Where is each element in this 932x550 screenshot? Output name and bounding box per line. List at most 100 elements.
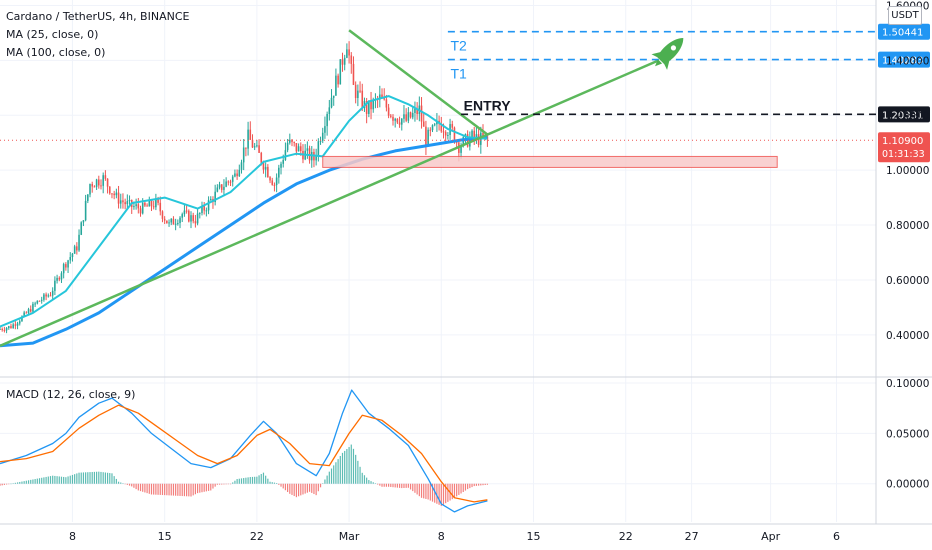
macd-histogram-bar	[106, 472, 109, 484]
macd-histogram-bar	[245, 477, 247, 484]
candle-body	[328, 107, 331, 114]
macd-histogram-bar	[104, 472, 106, 484]
macd-histogram-bar	[157, 483, 159, 495]
candle-body	[416, 108, 418, 115]
macd-histogram-bar	[475, 483, 478, 486]
candle-body	[396, 118, 399, 123]
macd-histogram-bar	[436, 483, 438, 504]
macd-histogram-bar	[1, 483, 3, 486]
t2-label: T2	[451, 38, 468, 54]
currency-unit-button[interactable]: USDT	[888, 6, 922, 25]
candle-body	[343, 57, 346, 65]
price-axis[interactable]: 1.50441 1.40283 1.20331 0.40000 0.60000 0.800…	[69, 0, 930, 543]
candle-body	[381, 94, 383, 99]
candle-body	[372, 99, 375, 110]
rocket-fin	[664, 58, 670, 70]
macd-histogram-bar	[47, 476, 49, 484]
macd-histogram-bar	[442, 483, 445, 505]
macd-histogram-bar	[203, 483, 205, 492]
candle-body	[65, 264, 67, 268]
macd-histogram-bar	[69, 475, 71, 484]
macd-histogram-bar	[308, 483, 311, 492]
candle-body	[161, 211, 164, 219]
macd-histogram-bar	[297, 483, 300, 497]
macd-histogram-bar	[269, 481, 271, 484]
macd-histogram-bar	[100, 471, 102, 484]
candle-body	[102, 175, 104, 186]
macd-histogram-bar	[306, 483, 308, 493]
candle-body	[368, 100, 370, 114]
candle-body	[100, 185, 102, 187]
macd-histogram-bar	[368, 480, 370, 484]
ascending-trendline[interactable]	[0, 59, 660, 347]
macd-histogram-bar	[60, 476, 63, 484]
macd-histogram-bar	[486, 483, 488, 485]
candle-body	[245, 147, 247, 149]
macd-histogram-bar	[405, 483, 407, 488]
candle-body	[216, 187, 219, 192]
macd-histogram-bar	[102, 472, 104, 484]
macd-histogram-bar	[383, 483, 385, 487]
candle-body	[194, 221, 197, 224]
macd-histogram-bar	[212, 483, 214, 489]
candle-body	[326, 113, 328, 127]
macd-histogram-bar	[293, 483, 295, 497]
candle-body	[473, 130, 476, 138]
candle-body	[295, 143, 298, 152]
chart-drawings[interactable]: T2 T1 ENTRY	[0, 29, 876, 347]
t1-label: T1	[451, 66, 468, 82]
candle-body	[286, 142, 289, 151]
macd-histogram-bar	[227, 483, 229, 485]
candle-body	[82, 220, 85, 223]
candle-body	[429, 129, 432, 131]
candlesticks	[0, 41, 489, 334]
candle-body	[38, 300, 41, 302]
candle-body	[403, 114, 405, 119]
macd-histogram-bar	[21, 481, 23, 484]
macd-histogram-bar	[52, 475, 54, 484]
candle-body	[433, 124, 436, 126]
macd-histogram-bar	[124, 483, 126, 485]
candle-body	[234, 173, 236, 177]
macd-histogram-bar	[273, 482, 276, 484]
macd-histogram-bar	[335, 462, 337, 484]
candle-body	[253, 146, 256, 148]
candle-body	[122, 200, 124, 203]
macd-histogram-bar	[117, 481, 120, 484]
candle-body	[108, 186, 111, 194]
descending-trendline[interactable]	[348, 29, 489, 136]
candle-body	[348, 49, 350, 56]
macd-histogram-bar	[126, 483, 128, 485]
candle-body	[411, 113, 414, 118]
price-tick-label: 1.40000	[886, 55, 929, 67]
macd-histogram-bar	[429, 483, 431, 501]
macd-histogram-bar	[150, 483, 153, 495]
macd-histogram-bar	[76, 473, 78, 484]
macd-histogram-bar	[258, 475, 260, 484]
candle-body	[352, 63, 355, 85]
entry-price-label-background	[878, 106, 930, 123]
macd-histogram-bar	[357, 460, 359, 484]
macd-histogram-bar	[390, 483, 392, 487]
candle-body	[422, 121, 425, 127]
candle-body	[25, 312, 28, 314]
macd-histogram-bar	[214, 483, 216, 487]
macd-histogram-bar	[311, 483, 313, 493]
candle-body	[420, 105, 423, 122]
candle-body	[62, 264, 65, 274]
macd-histogram-bar	[89, 472, 91, 484]
candle-body	[47, 295, 50, 297]
macd-histogram-bar	[412, 483, 414, 492]
candle-body	[271, 180, 274, 185]
candle-body	[389, 115, 392, 117]
candle-body	[332, 95, 335, 98]
macd-histogram-bar	[54, 475, 56, 484]
candle-body	[179, 217, 181, 224]
candle-body	[18, 321, 21, 324]
macd-histogram-bar	[175, 483, 177, 496]
support-zone-rectangle[interactable]	[322, 155, 778, 168]
candle-body	[21, 316, 23, 322]
candle-body	[93, 186, 96, 188]
macd-histogram-bar	[216, 483, 218, 485]
